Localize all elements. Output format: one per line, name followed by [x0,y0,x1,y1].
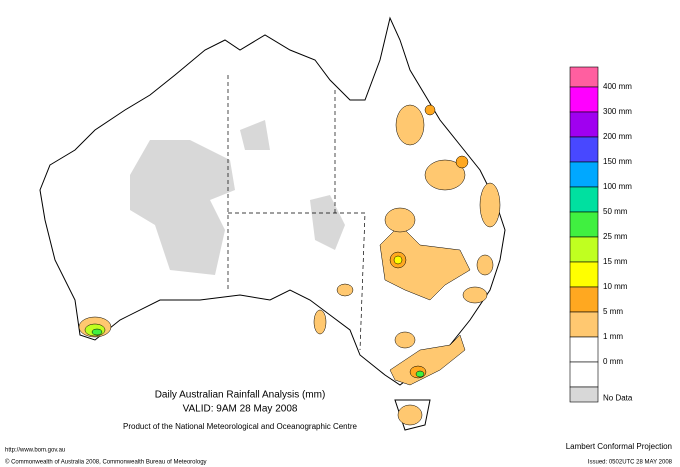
legend-label: 50 mm [603,207,628,216]
valid-time: VALID: 9AM 28 May 2008 [183,404,298,415]
legend-swatch [569,186,599,213]
legend-swatch [569,236,599,263]
legend: 400 mm 300 mm 200 mm 150 mm 100 mm 50 mm 25 mm… [569,66,633,403]
legend-label: 1 mm [603,332,623,341]
legend-swatch [569,86,599,113]
legend-swatch [569,261,599,288]
legend-swatch [569,66,599,88]
legend-swatch [569,161,599,188]
legend-label: 400 mm [603,82,632,91]
rainfall-areas [78,104,501,426]
legend-label: No Data [603,394,633,403]
issued: Issued: 0502UTC 28 MAY 2008 [588,460,673,466]
map-title: Daily Australian Rainfall Analysis (mm) [155,390,326,401]
legend-swatch [569,311,599,338]
projection: Lambert Conformal Projection [566,442,672,451]
legend-swatch [569,386,599,403]
legend-label: 25 mm [603,232,628,241]
legend-swatch [569,286,599,313]
no-data-areas [130,120,345,275]
legend-swatch [569,211,599,238]
legend-label: 100 mm [603,182,632,191]
copyright: © Commonwealth of Australia 2008, Common… [5,459,207,466]
legend-label: 0 mm [603,357,623,366]
legend-label: 200 mm [603,132,632,141]
legend-label: 5 mm [603,307,623,316]
legend-swatch [569,361,599,388]
state-borders [227,75,366,351]
url: http://www.bom.gov.au [5,448,65,454]
legend-label: 150 mm [603,157,632,166]
legend-swatch [569,136,599,163]
legend-label: 300 mm [603,107,632,116]
legend-swatch [569,336,599,363]
legend-swatch [569,111,599,138]
legend-label: 15 mm [603,257,628,266]
legend-label: 10 mm [603,282,628,291]
product-line: Product of the National Meteorological a… [123,422,357,431]
